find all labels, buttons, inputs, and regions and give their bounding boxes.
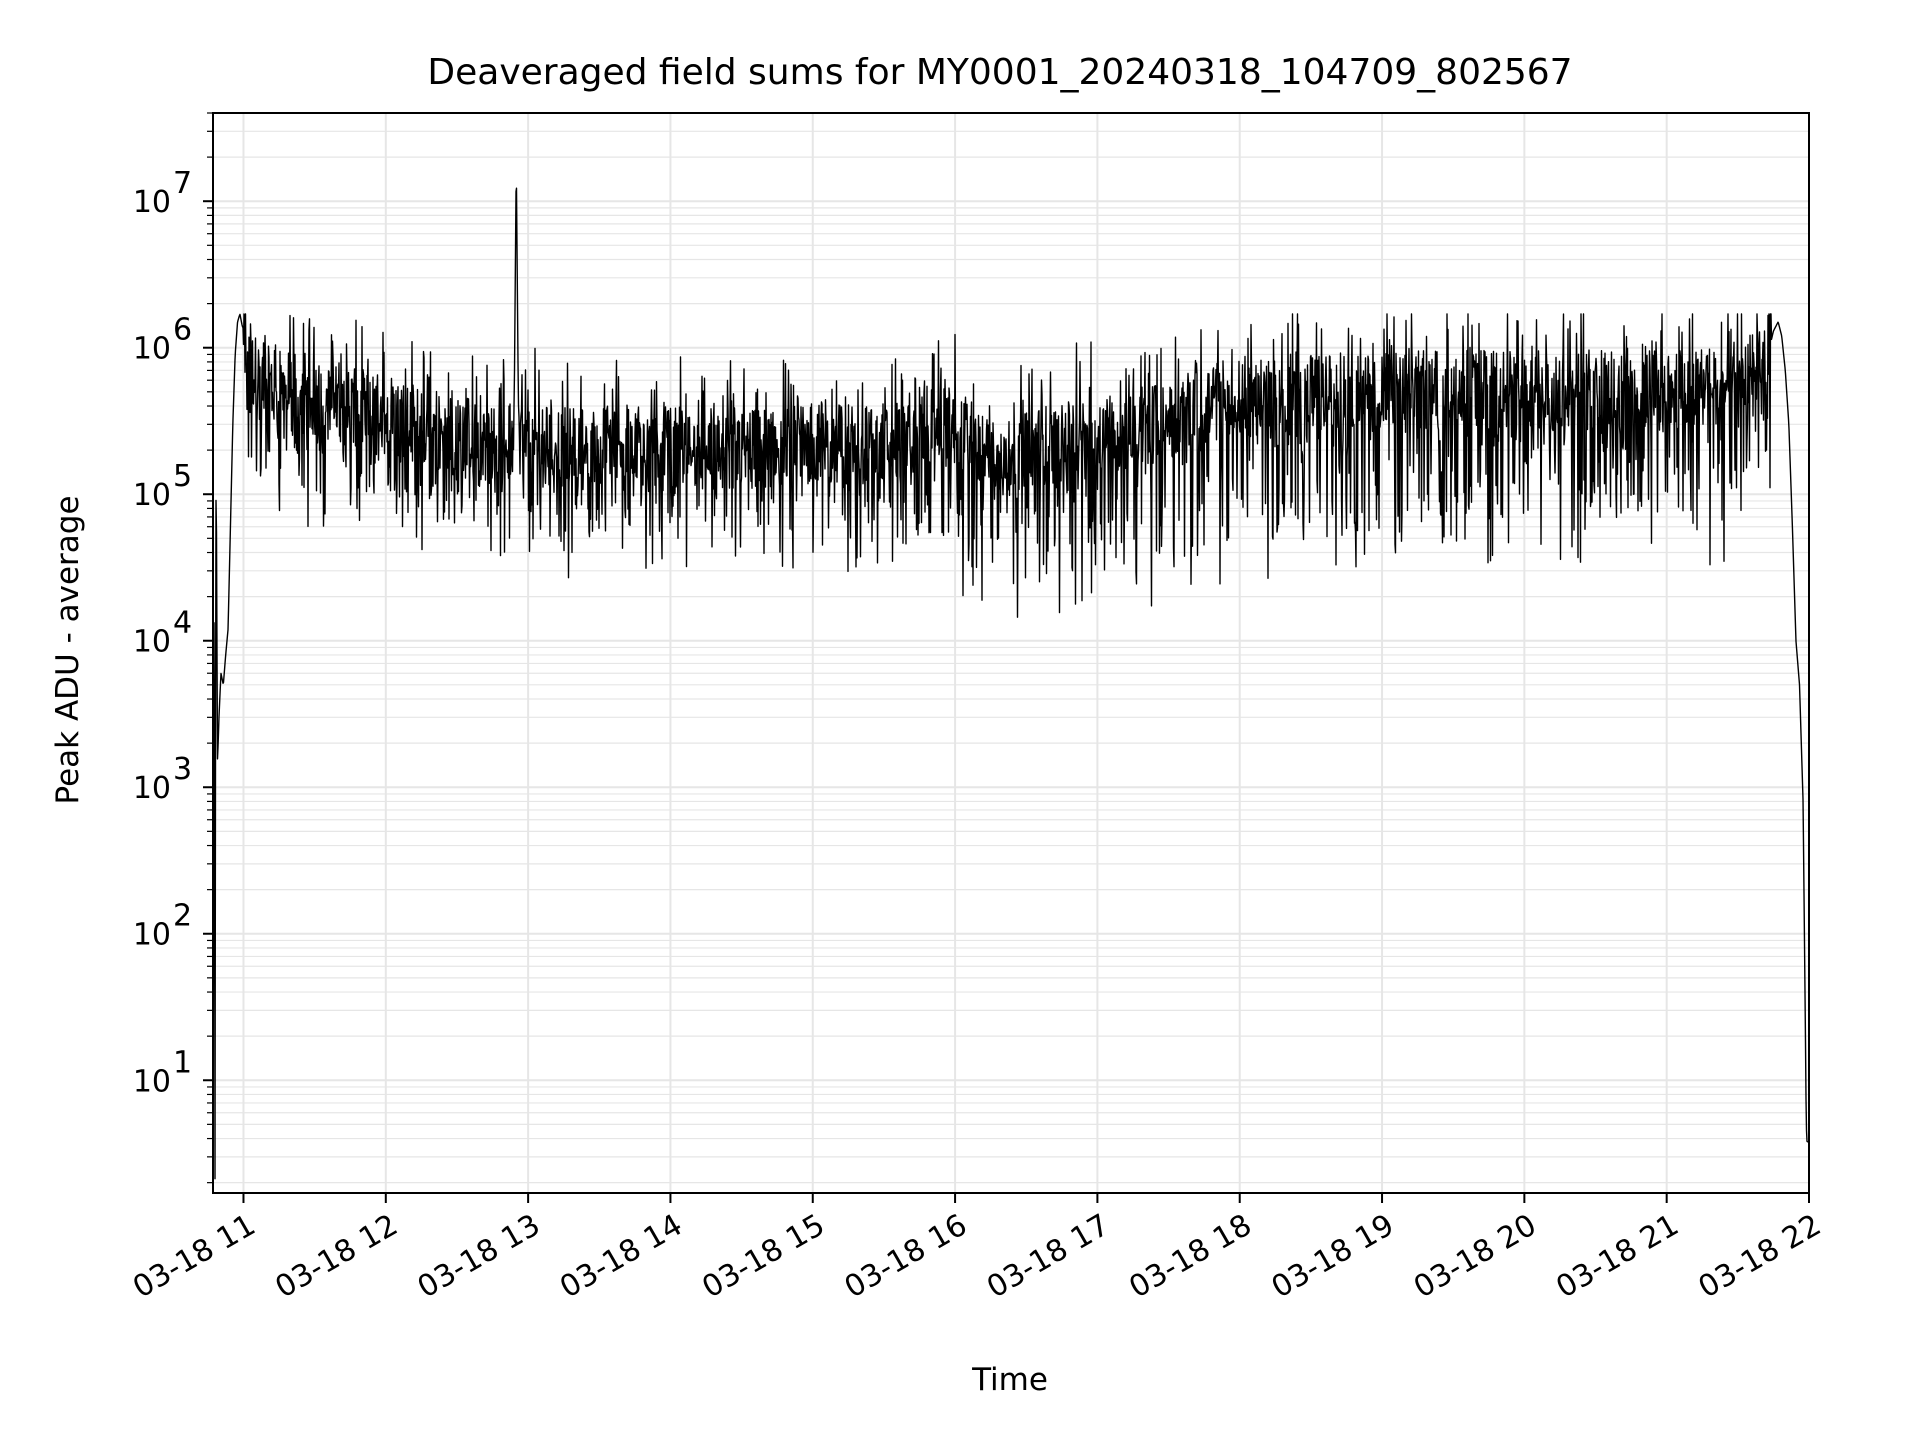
y-tick-label: 10	[133, 918, 171, 953]
y-tick-label: 10	[133, 771, 171, 806]
chart-title: Deaveraged field sums for MY0001_2024031…	[427, 52, 1572, 93]
y-tick-label: 10	[133, 332, 171, 367]
series-line	[212, 187, 1810, 1194]
y-tick-exponent: 2	[173, 899, 192, 934]
y-tick-label: 10	[133, 625, 171, 660]
x-axis-label: Time	[971, 1362, 1048, 1398]
y-tick-label: 10	[133, 478, 171, 513]
y-tick-label: 10	[133, 1064, 171, 1099]
plot-frame	[212, 112, 1810, 1194]
y-tick-exponent: 5	[173, 459, 192, 494]
y-tick-exponent: 4	[173, 606, 192, 641]
axes	[212, 112, 1810, 1194]
y-tick-exponent: 1	[173, 1045, 192, 1080]
y-tick-exponent: 6	[173, 313, 192, 348]
y-tick-label: 10	[133, 185, 171, 220]
y-tick-exponent: 3	[173, 752, 192, 787]
y-axis-label: Peak ADU - average	[50, 495, 86, 804]
y-tick-exponent: 7	[173, 166, 192, 201]
data-series	[212, 187, 1810, 1194]
